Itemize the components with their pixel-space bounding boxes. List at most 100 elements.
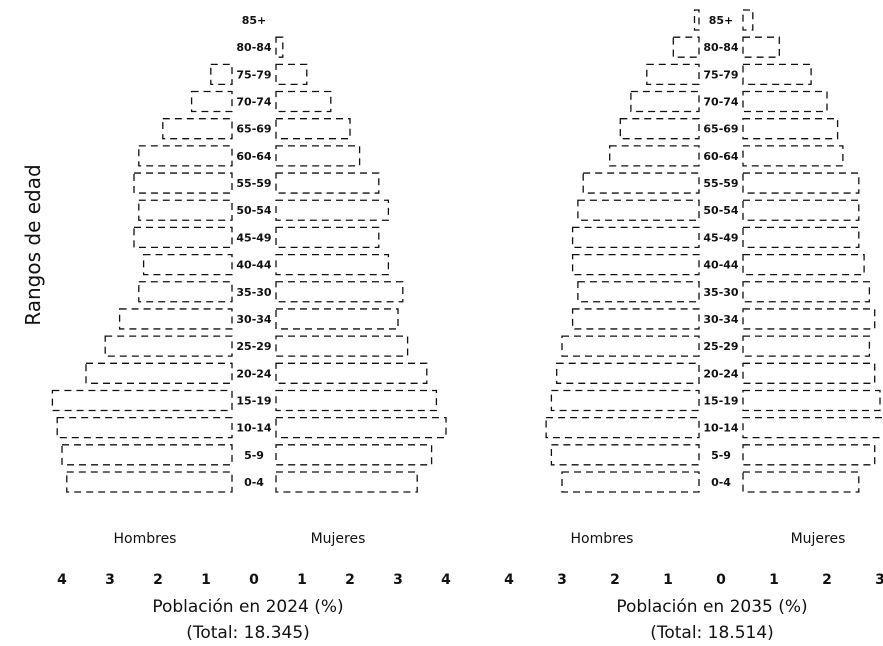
x-tick-label: 4 [57,572,67,588]
bar-hombres [577,281,700,303]
bar-hombres [85,362,233,384]
x-tick-label: 3 [393,572,403,588]
age-label: 30-34 [236,313,272,326]
age-label: 70-74 [703,96,739,109]
bar-hombres [646,63,700,86]
bar-mujeres [275,281,404,303]
bar-mujeres [275,90,332,113]
bar-hombres [582,172,700,194]
bar-mujeres [742,416,883,439]
bar-mujeres [275,199,390,221]
age-label: 0-4 [711,476,731,489]
age-label: 20-24 [236,367,272,380]
total-caption: (Total: 18.514) [650,623,774,643]
bar-hombres [51,389,233,412]
bar-hombres [561,471,700,493]
bar-hombres [210,63,233,86]
x-tick-label: 3 [875,572,883,588]
bar-mujeres [742,471,860,493]
bar-mujeres [275,226,380,249]
bar-hombres [693,9,700,31]
age-label: 70-74 [236,96,272,109]
x-tick-label: 2 [822,572,832,588]
bar-hombres [550,444,700,466]
mujeres-label: Mujeres [311,531,366,547]
age-label: 60-64 [236,150,272,163]
bar-mujeres [742,118,839,140]
age-label: 75-79 [703,68,738,81]
bar-mujeres [742,63,812,86]
bar-hombres [133,226,233,249]
age-label: 55-59 [703,177,738,190]
bar-hombres [61,444,233,466]
bar-hombres [142,253,233,276]
age-label: 50-54 [236,204,272,217]
x-tick-label: 1 [201,572,211,588]
age-label: 75-79 [236,68,271,81]
age-label: 40-44 [236,259,272,272]
age-label: 60-64 [703,150,739,163]
bar-hombres [556,362,700,384]
bar-mujeres [742,9,754,31]
age-label: 45-49 [236,231,271,244]
bar-hombres [545,416,700,439]
x-tick-label: 2 [610,572,620,588]
x-tick-label: 0 [716,572,726,588]
bar-hombres [138,199,233,221]
pyramid-2035: 0-4 5-9 10-14 15-19 20-24 25-29 30-34 35-30 40-4… [504,9,883,643]
bar-mujeres [742,90,828,113]
age-label: 40-44 [703,259,739,272]
age-label: 25-29 [236,340,271,353]
bar-mujeres [742,389,881,412]
bar-mujeres [275,145,361,167]
x-axis-label: Población en 2024 (%) [152,597,343,617]
bar-mujeres [742,199,860,221]
age-label: 30-34 [703,313,739,326]
bar-mujeres [275,416,447,439]
bar-mujeres [275,389,438,412]
bar-mujeres [275,118,351,140]
bar-mujeres [275,362,428,384]
x-tick-label: 2 [153,572,163,588]
age-label: 15-19 [236,394,271,407]
age-label: 10-14 [703,422,739,435]
bar-hombres [66,471,233,493]
bar-mujeres [275,444,433,466]
bar-hombres [630,90,700,113]
bar-mujeres [275,253,390,276]
x-tick-label: 4 [504,572,514,588]
pyramid-2024: 0-4 5-9 10-14 15-19 20-24 25-29 30-34 35-30 40-4… [51,14,451,643]
age-label: 0-4 [244,476,264,489]
bar-hombres [133,172,233,194]
bar-hombres [190,90,233,113]
bar-hombres [609,145,700,167]
age-label: 80-84 [703,41,739,54]
age-label: 25-29 [703,340,738,353]
age-label: 35-30 [236,286,272,299]
x-tick-label: 0 [249,572,259,588]
bar-hombres [138,145,233,167]
bar-hombres [162,118,233,140]
age-label: 55-59 [236,177,271,190]
bar-hombres [550,389,700,412]
bar-mujeres [742,226,860,249]
bar-hombres [577,199,700,221]
mujeres-label: Mujeres [791,531,846,547]
hombres-label: Hombres [571,531,634,547]
x-tick-label: 1 [663,572,673,588]
age-label: 80-84 [236,41,272,54]
bar-mujeres [275,308,399,330]
bar-mujeres [742,444,876,466]
bar-hombres [619,118,700,140]
bar-mujeres [742,308,876,330]
y-axis-label: Rangos de edad [21,164,45,325]
x-axis-label: Población en 2035 (%) [616,597,807,617]
bar-hombres [571,253,700,276]
bar-mujeres [742,253,865,276]
x-tick-label: 1 [769,572,779,588]
age-label: 10-14 [236,422,272,435]
bar-mujeres [275,63,308,86]
bar-hombres [571,308,700,330]
bar-hombres [56,416,233,439]
age-label: 45-49 [703,231,738,244]
